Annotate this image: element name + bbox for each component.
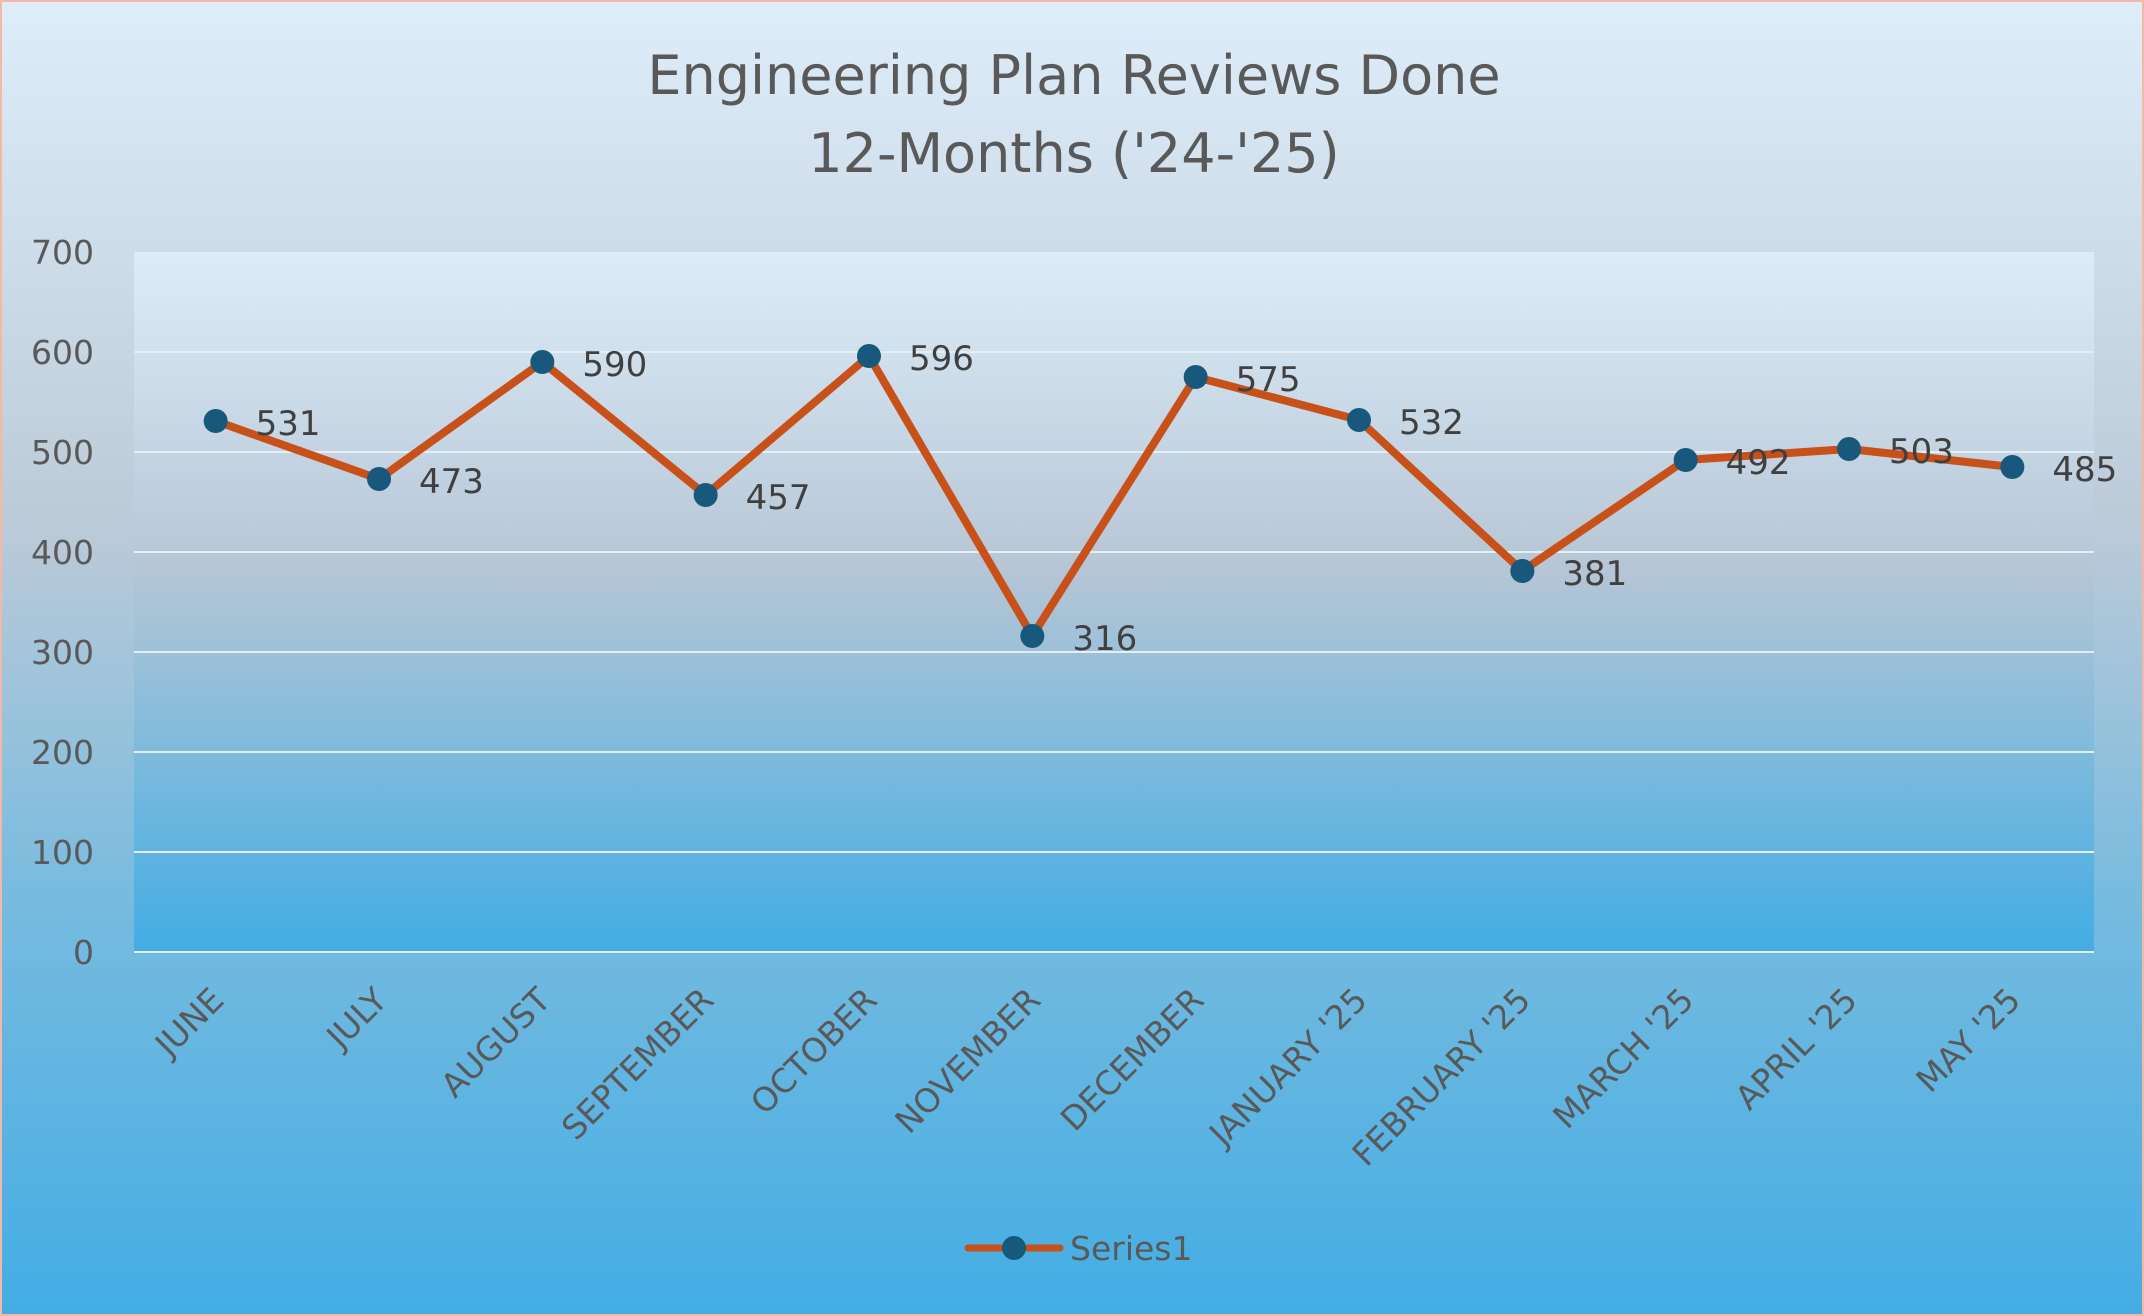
x-tick-label: MARCH '25 bbox=[1545, 980, 1701, 1136]
data-point-marker bbox=[1347, 408, 1371, 432]
x-tick-label: NOVEMBER bbox=[887, 980, 1048, 1141]
data-point-marker bbox=[857, 344, 881, 368]
data-point-marker bbox=[1673, 448, 1698, 472]
data-label: 532 bbox=[1399, 403, 1464, 443]
data-label: 485 bbox=[2052, 450, 2117, 490]
chart-title-line1: Engineering Plan Reviews Done bbox=[647, 44, 1500, 107]
x-tick-label: AUGUST bbox=[433, 979, 558, 1104]
series-layer bbox=[203, 344, 2025, 648]
x-tick-label: JANUARY '25 bbox=[1200, 980, 1374, 1154]
y-tick-label: 0 bbox=[73, 933, 94, 972]
y-tick-label: 200 bbox=[31, 733, 94, 772]
x-tick-label: JUNE bbox=[146, 980, 231, 1065]
y-tick-label: 500 bbox=[31, 433, 94, 472]
legend-series-marker bbox=[1002, 1236, 1026, 1260]
y-tick-label: 300 bbox=[31, 633, 94, 672]
data-point-marker bbox=[203, 409, 228, 433]
x-tick-label: FEBRUARY '25 bbox=[1344, 980, 1538, 1174]
y-axis-ticks: 0 100 200 300 400 500 600 700 bbox=[31, 233, 94, 972]
x-tick-label: JULY bbox=[318, 979, 396, 1057]
data-label: 590 bbox=[582, 345, 647, 385]
data-point-marker bbox=[1510, 559, 1535, 583]
x-tick-label: OCTOBER bbox=[743, 980, 885, 1122]
chart-title: Engineering Plan Reviews Done 12-Months … bbox=[647, 44, 1500, 185]
x-tick-label: MAY '25 bbox=[1908, 980, 2028, 1100]
legend-series-label: Series1 bbox=[1070, 1229, 1192, 1268]
data-label: 503 bbox=[1889, 432, 1954, 472]
legend: Series1 bbox=[964, 1229, 1192, 1268]
y-tick-label: 100 bbox=[31, 833, 94, 872]
x-tick-label: SEPTEMBER bbox=[554, 980, 721, 1147]
y-tick-label: 600 bbox=[31, 333, 94, 372]
plot-area bbox=[134, 252, 2094, 952]
data-label: 596 bbox=[909, 339, 974, 379]
data-label: 381 bbox=[1562, 554, 1627, 594]
data-label: 473 bbox=[419, 462, 484, 502]
data-point-marker bbox=[2000, 455, 2025, 479]
data-label: 575 bbox=[1236, 360, 1301, 400]
data-point-marker bbox=[1183, 365, 1208, 389]
data-label: 457 bbox=[746, 478, 811, 518]
x-tick-label: APRIL '25 bbox=[1727, 980, 1864, 1117]
data-point-marker bbox=[367, 467, 391, 491]
data-point-marker bbox=[693, 483, 718, 507]
data-point-marker bbox=[530, 350, 555, 374]
data-point-marker bbox=[1837, 437, 1861, 461]
x-tick-label: DECEMBER bbox=[1053, 980, 1211, 1138]
chart-subtitle: 12-Months ('24-'25) bbox=[808, 122, 1339, 185]
data-label: 531 bbox=[256, 404, 321, 444]
y-tick-label: 400 bbox=[31, 533, 94, 572]
data-point-marker bbox=[1020, 624, 1045, 648]
series-line bbox=[211, 352, 2017, 640]
data-label: 316 bbox=[1072, 619, 1137, 659]
y-tick-label: 700 bbox=[31, 233, 94, 272]
data-labels: 531 473 590 457 596 316 575 532 381 492 503 485 bbox=[256, 339, 2118, 659]
gridlines bbox=[134, 351, 2094, 953]
data-label: 492 bbox=[1726, 443, 1791, 483]
